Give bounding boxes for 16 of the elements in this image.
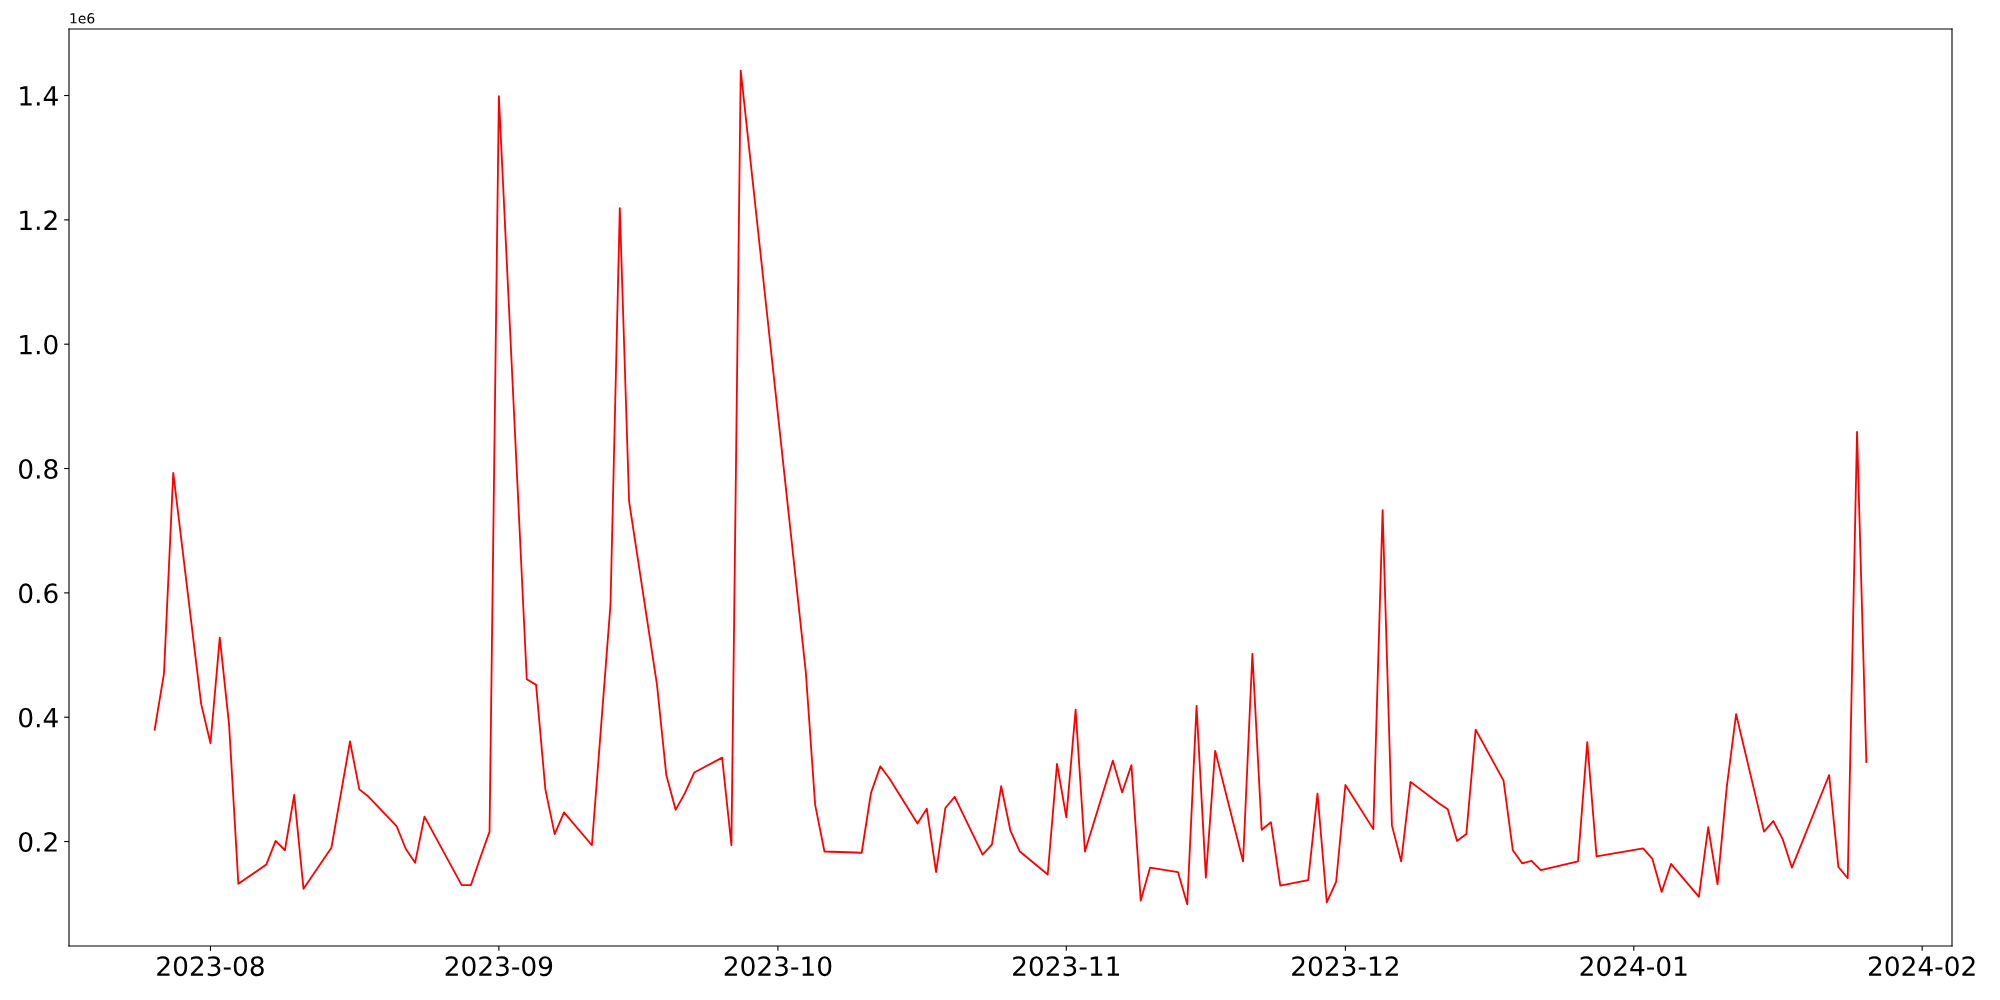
x-tick-label: 2023-09 bbox=[445, 956, 553, 977]
y-tick-label: 0.2 bbox=[19, 832, 57, 852]
x-tick-label: 2023-11 bbox=[1013, 956, 1120, 977]
y-tick-label: 0.4 bbox=[19, 707, 58, 728]
x-tick-label: 2023-10 bbox=[724, 956, 832, 977]
x-tick-label: 2024-02 bbox=[1868, 956, 1975, 977]
x-tick-label: 2024-01 bbox=[1580, 956, 1687, 977]
x-tick-label: 2023-12 bbox=[1292, 956, 1398, 977]
y-tick-label: 0.8 bbox=[19, 458, 58, 479]
x-tick-label: 2023-08 bbox=[157, 956, 264, 977]
text: 1e6 bbox=[70, 13, 95, 24]
y-tick-label: 1.4 bbox=[20, 86, 58, 106]
y-tick-label: 1.2 bbox=[20, 210, 57, 230]
y-tick-label: 1.0 bbox=[20, 334, 58, 355]
y-tick-label: 0.6 bbox=[19, 583, 58, 604]
line-series bbox=[153, 69, 1868, 906]
